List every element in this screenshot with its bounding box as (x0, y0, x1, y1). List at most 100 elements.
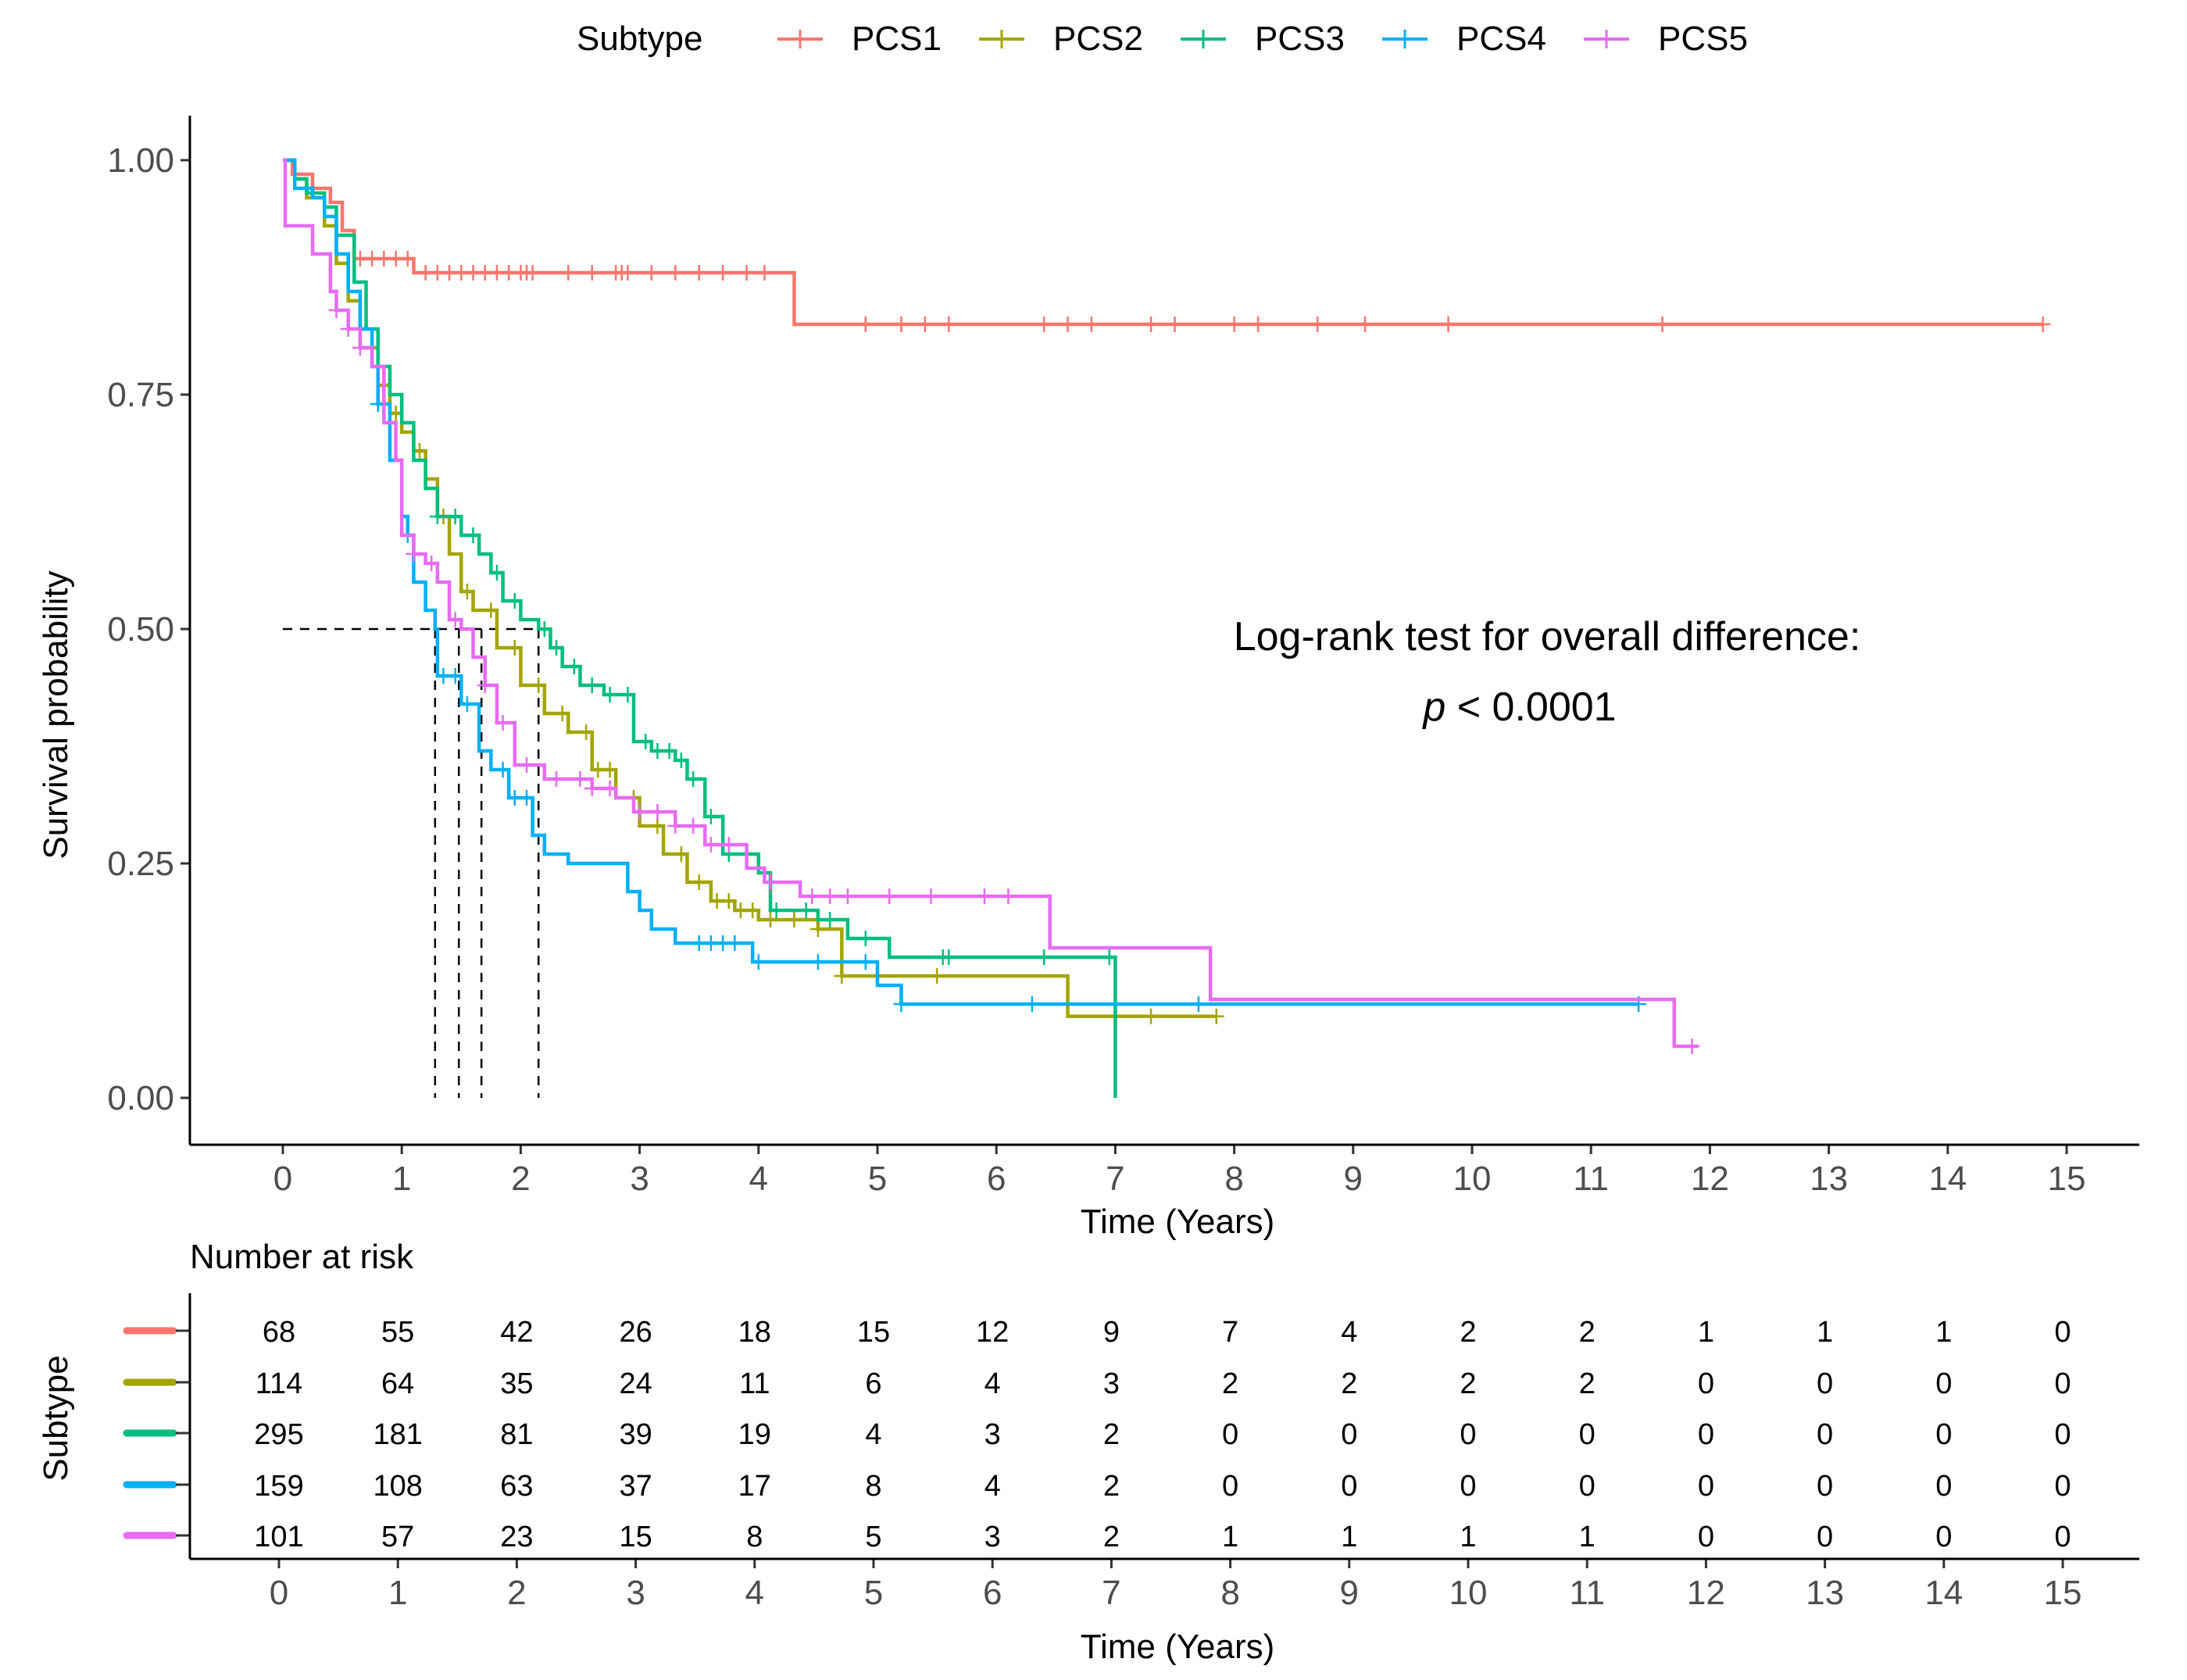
risk-cell: 15 (857, 1316, 890, 1349)
legend-item-pcs4: PCS4 (1382, 20, 1546, 58)
x-tick-label: 10 (1453, 1160, 1492, 1198)
risk-cell: 0 (2054, 1470, 2071, 1503)
risk-row-pcs5: 101 57 23 15 8 5 3 2 1 1 1 1 0 0 0 0 (123, 1521, 2071, 1553)
survival-curve (283, 158, 1217, 1018)
x-tick-label: 7 (1106, 1160, 1124, 1198)
risk-x-tick-label: 13 (1806, 1574, 1844, 1612)
censor-mark (602, 781, 618, 796)
censor-mark (649, 804, 666, 820)
censor-mark (560, 265, 577, 281)
risk-cell: 81 (500, 1418, 533, 1451)
censor-mark (917, 316, 933, 332)
series-layer (283, 158, 2051, 1098)
plot-area: 0.000.250.500.751.00 0 1 2 3 4 5 6 7 8 9 10 11 12 13 1… (37, 116, 2139, 1241)
y-tick-label: 0.50 (107, 610, 174, 649)
censor-mark (691, 265, 707, 281)
risk-cell: 35 (500, 1367, 533, 1400)
censor-mark (459, 696, 475, 712)
y-tick-label: 0.00 (107, 1079, 174, 1117)
survival-curve (283, 158, 2043, 327)
x-tick-label: 1 (392, 1160, 411, 1198)
censor-mark (667, 818, 684, 834)
risk-cell: 15 (619, 1521, 652, 1553)
censor-mark (1024, 996, 1040, 1012)
censor-mark (1101, 949, 1117, 965)
risk-cell: 5 (865, 1521, 881, 1553)
risk-cell: 0 (2054, 1367, 2071, 1400)
censor-mark (423, 556, 440, 571)
survival-curve (283, 158, 1639, 1006)
censor-mark (506, 593, 523, 609)
censor-mark (857, 931, 874, 946)
x-tick-label: 14 (1928, 1160, 1967, 1198)
risk-cell: 2 (1103, 1418, 1120, 1451)
x-tick-label: 0 (273, 1160, 292, 1198)
logrank-annotation: Log-rank test for overall difference: (1234, 614, 1861, 659)
risk-cell: 64 (381, 1367, 414, 1400)
risk-x-tick-label: 8 (1220, 1574, 1239, 1612)
p-symbol: p (1421, 685, 1445, 730)
risk-x-tick-label: 10 (1449, 1574, 1488, 1612)
censor-mark (929, 968, 945, 984)
censor-mark (1310, 316, 1326, 332)
censor-mark (798, 903, 814, 918)
x-tick-label: 2 (511, 1160, 530, 1198)
censor-mark (727, 935, 743, 951)
y-axis-title: Survival probability (37, 570, 75, 859)
series-pcs1 (283, 158, 2051, 332)
censor-mark (763, 874, 779, 890)
censor-mark (549, 771, 565, 787)
censor-mark (834, 968, 850, 984)
risk-x-tick-label: 5 (864, 1574, 883, 1612)
risk-cell: 2 (1460, 1367, 1476, 1400)
censor-mark (429, 509, 445, 524)
risk-cell: 9 (1103, 1316, 1120, 1349)
risk-cell: 2 (1579, 1316, 1596, 1349)
censor-mark (638, 734, 654, 749)
censor-mark (738, 265, 755, 281)
risk-cell: 0 (2054, 1521, 2071, 1553)
risk-x-tick-label: 6 (983, 1574, 1002, 1612)
risk-cell: 24 (619, 1367, 652, 1400)
risk-table: Number at risk Subtype 68 55 42 26 18 15 12 9 7 4… (37, 1238, 2139, 1666)
risk-cell: 295 (254, 1418, 303, 1451)
risk-cell: 68 (263, 1316, 295, 1349)
censor-mark (720, 893, 737, 909)
censor-mark (720, 837, 737, 853)
risk-cell: 2 (1103, 1470, 1120, 1503)
risk-cell: 0 (1817, 1418, 1833, 1451)
legend-label: PCS4 (1456, 20, 1546, 58)
risk-cell: 1 (1698, 1316, 1714, 1349)
risk-cell: 8 (865, 1470, 881, 1503)
censor-mark (691, 874, 707, 890)
censor-mark (447, 668, 463, 684)
censor-mark (1440, 316, 1456, 332)
censor-mark (667, 265, 684, 281)
risk-cell: 3 (985, 1418, 1001, 1451)
risk-cell: 1 (1935, 1316, 1952, 1349)
censor-mark (406, 546, 422, 562)
risk-table-title: Number at risk (190, 1238, 414, 1276)
censor-mark (649, 818, 666, 834)
censor-mark (340, 321, 356, 337)
risk-row-pcs1: 68 55 42 26 18 15 12 9 7 4 2 2 1 1 1 0 (123, 1316, 2071, 1349)
risk-cell: 1 (1341, 1521, 1357, 1553)
x-tick-label: 4 (749, 1160, 768, 1198)
censor-mark (602, 687, 618, 702)
censor-mark (531, 677, 547, 693)
risk-cell: 0 (1222, 1470, 1238, 1503)
censor-mark (447, 509, 463, 524)
censor-mark (1357, 316, 1374, 332)
x-axis-ticks: 0 1 2 3 4 5 6 7 8 9 10 11 12 13 14 15 (273, 1145, 2085, 1198)
censor-mark (536, 621, 552, 637)
risk-cell: 0 (1460, 1470, 1476, 1503)
risk-cell: 2 (1579, 1367, 1596, 1400)
censor-mark (750, 954, 767, 970)
censor-mark (352, 340, 368, 356)
risk-table-x-title: Time (Years) (1081, 1628, 1275, 1666)
censor-mark (976, 888, 992, 904)
legend-title: Subtype (577, 20, 702, 58)
censor-mark (524, 265, 541, 281)
risk-x-tick-label: 9 (1340, 1574, 1359, 1612)
